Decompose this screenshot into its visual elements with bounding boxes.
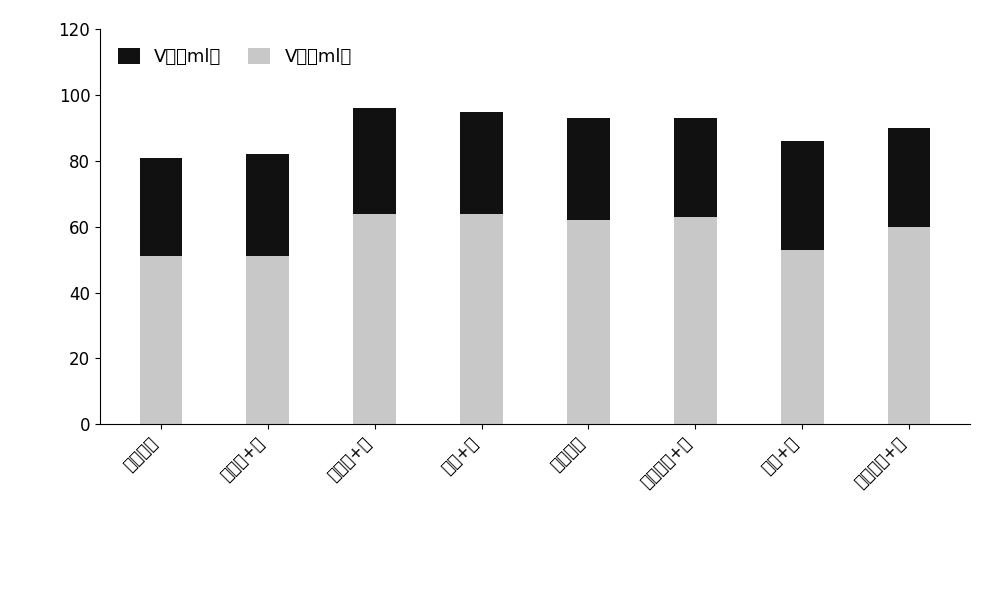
Bar xyxy=(888,128,930,227)
Bar xyxy=(567,118,610,220)
Bar xyxy=(353,108,396,214)
Bar xyxy=(674,217,717,424)
Bar xyxy=(140,256,182,424)
Legend: V油（ml）, V液（ml）: V油（ml）, V液（ml） xyxy=(109,38,361,75)
Bar xyxy=(674,118,717,217)
Bar xyxy=(567,220,610,424)
Bar xyxy=(246,154,289,256)
Bar xyxy=(888,227,930,424)
Bar xyxy=(460,112,503,214)
Bar xyxy=(246,256,289,424)
Bar xyxy=(781,141,824,250)
Bar xyxy=(460,214,503,424)
Bar xyxy=(140,158,182,256)
Bar xyxy=(353,214,396,424)
Bar xyxy=(781,250,824,424)
